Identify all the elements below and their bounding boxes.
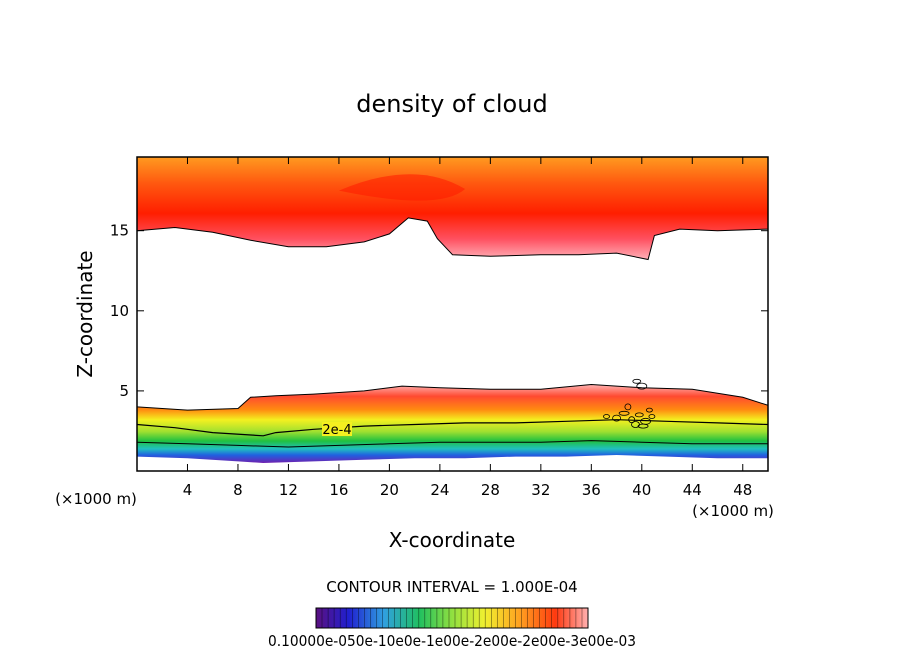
x-unit-left: (×1000 m) <box>55 490 137 508</box>
x-tick-label: 20 <box>380 481 399 499</box>
colorbar-frame <box>315 607 589 629</box>
noise-contour <box>636 382 648 390</box>
cloud-fields: 2e-4 <box>137 157 768 463</box>
x-tick-label: 12 <box>279 481 298 499</box>
x-axis-label: X-coordinate <box>389 528 516 552</box>
noise-contour <box>618 410 630 416</box>
upper-cloud-base-contour <box>137 217 768 261</box>
y-tick-label: 15 <box>110 222 129 240</box>
contour-label-bg <box>322 422 352 436</box>
plot-frame <box>136 156 769 472</box>
x-tick-label: 28 <box>481 481 500 499</box>
colorbar-labels: 0.10000e-050e-10e0e-1e00e-2e00e-2e00e-3e… <box>268 632 636 650</box>
y-axis-label: Z-coordinate <box>73 250 97 377</box>
upper-cloud-layer <box>137 157 768 260</box>
noise-contour <box>624 403 632 411</box>
noise-contour <box>648 414 656 419</box>
x-tick-label: 48 <box>733 481 752 499</box>
colorbar-stripes <box>321 608 583 628</box>
noise-contour <box>612 414 621 422</box>
x-tick-label: 24 <box>430 481 449 499</box>
noise-contour <box>632 378 642 384</box>
noise-contour <box>646 407 653 413</box>
x-tick-label: 16 <box>329 481 348 499</box>
y-tick-label: 5 <box>119 382 129 400</box>
upper-cloud-core <box>338 174 466 201</box>
x-tick-label: 40 <box>632 481 651 499</box>
x-tick-label: 8 <box>233 481 243 499</box>
colorbar-gradient <box>316 608 588 628</box>
y-tick-label: 10 <box>110 302 129 320</box>
contour-label: 2e-4 <box>322 423 351 438</box>
contour-1e-4 <box>137 440 768 448</box>
lower-cloud-top-contour <box>137 383 768 411</box>
noise-contour <box>637 423 649 429</box>
chart-title: density of cloud <box>356 90 547 118</box>
x-unit-right: (×1000 m) <box>692 502 774 520</box>
y-axis-ticks: 5 10 15 <box>110 222 768 400</box>
noise-contour <box>603 414 610 419</box>
x-tick-label: 4 <box>183 481 193 499</box>
x-tick-label: 36 <box>582 481 601 499</box>
noise-contour <box>634 412 644 418</box>
x-tick-label: 44 <box>683 481 702 499</box>
x-axis-ticks: 4 8 12 16 20 24 28 32 36 40 44 48 <box>183 157 752 499</box>
contour-interval-text: CONTOUR INTERVAL = 1.000E-04 <box>326 578 577 596</box>
contour-noise-cluster <box>603 378 656 429</box>
colorbar <box>315 607 589 629</box>
x-tick-label: 32 <box>531 481 550 499</box>
